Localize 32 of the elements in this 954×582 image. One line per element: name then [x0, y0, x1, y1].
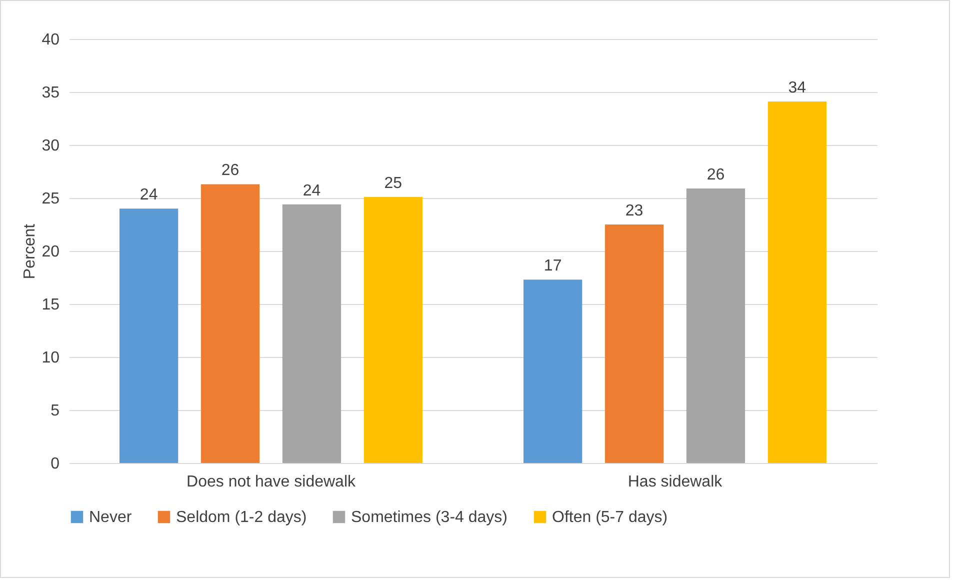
y-tick-label: 0	[50, 456, 60, 472]
data-label: 25	[384, 174, 402, 192]
legend-label: Sometimes (3-4 days)	[351, 509, 508, 526]
data-label: 34	[788, 80, 806, 97]
legend-label: Often (5-7 days)	[552, 509, 668, 526]
data-label: 26	[706, 166, 725, 184]
y-tick-label: 40	[42, 32, 60, 48]
data-label: 24	[140, 186, 158, 204]
data-label: 17	[544, 258, 562, 275]
data-label: 24	[302, 182, 321, 200]
legend-label: Never	[89, 509, 132, 526]
x-tick-label: Has sidewalk	[628, 474, 724, 490]
bar	[282, 204, 342, 463]
data-label: 26	[221, 162, 240, 180]
bar	[524, 280, 582, 463]
y-tick-label: 30	[42, 138, 60, 154]
bar	[364, 196, 422, 463]
bar	[200, 184, 260, 463]
y-tick-label: 35	[42, 84, 60, 102]
bar	[604, 224, 664, 463]
x-tick-label: Does not have sidewalk	[186, 474, 356, 490]
y-tick-label: 25	[42, 190, 60, 208]
y-tick-label: 15	[42, 296, 60, 314]
data-label: 23	[625, 202, 644, 220]
y-tick-label: 5	[50, 402, 60, 420]
bar	[120, 208, 178, 463]
bar	[686, 188, 746, 463]
y-tick-label: 20	[42, 244, 60, 260]
y-tick-label: 10	[42, 350, 60, 366]
bar	[768, 102, 826, 463]
legend-label: Seldom (1-2 days)	[176, 509, 307, 526]
y-axis-title: Percent	[22, 223, 39, 280]
